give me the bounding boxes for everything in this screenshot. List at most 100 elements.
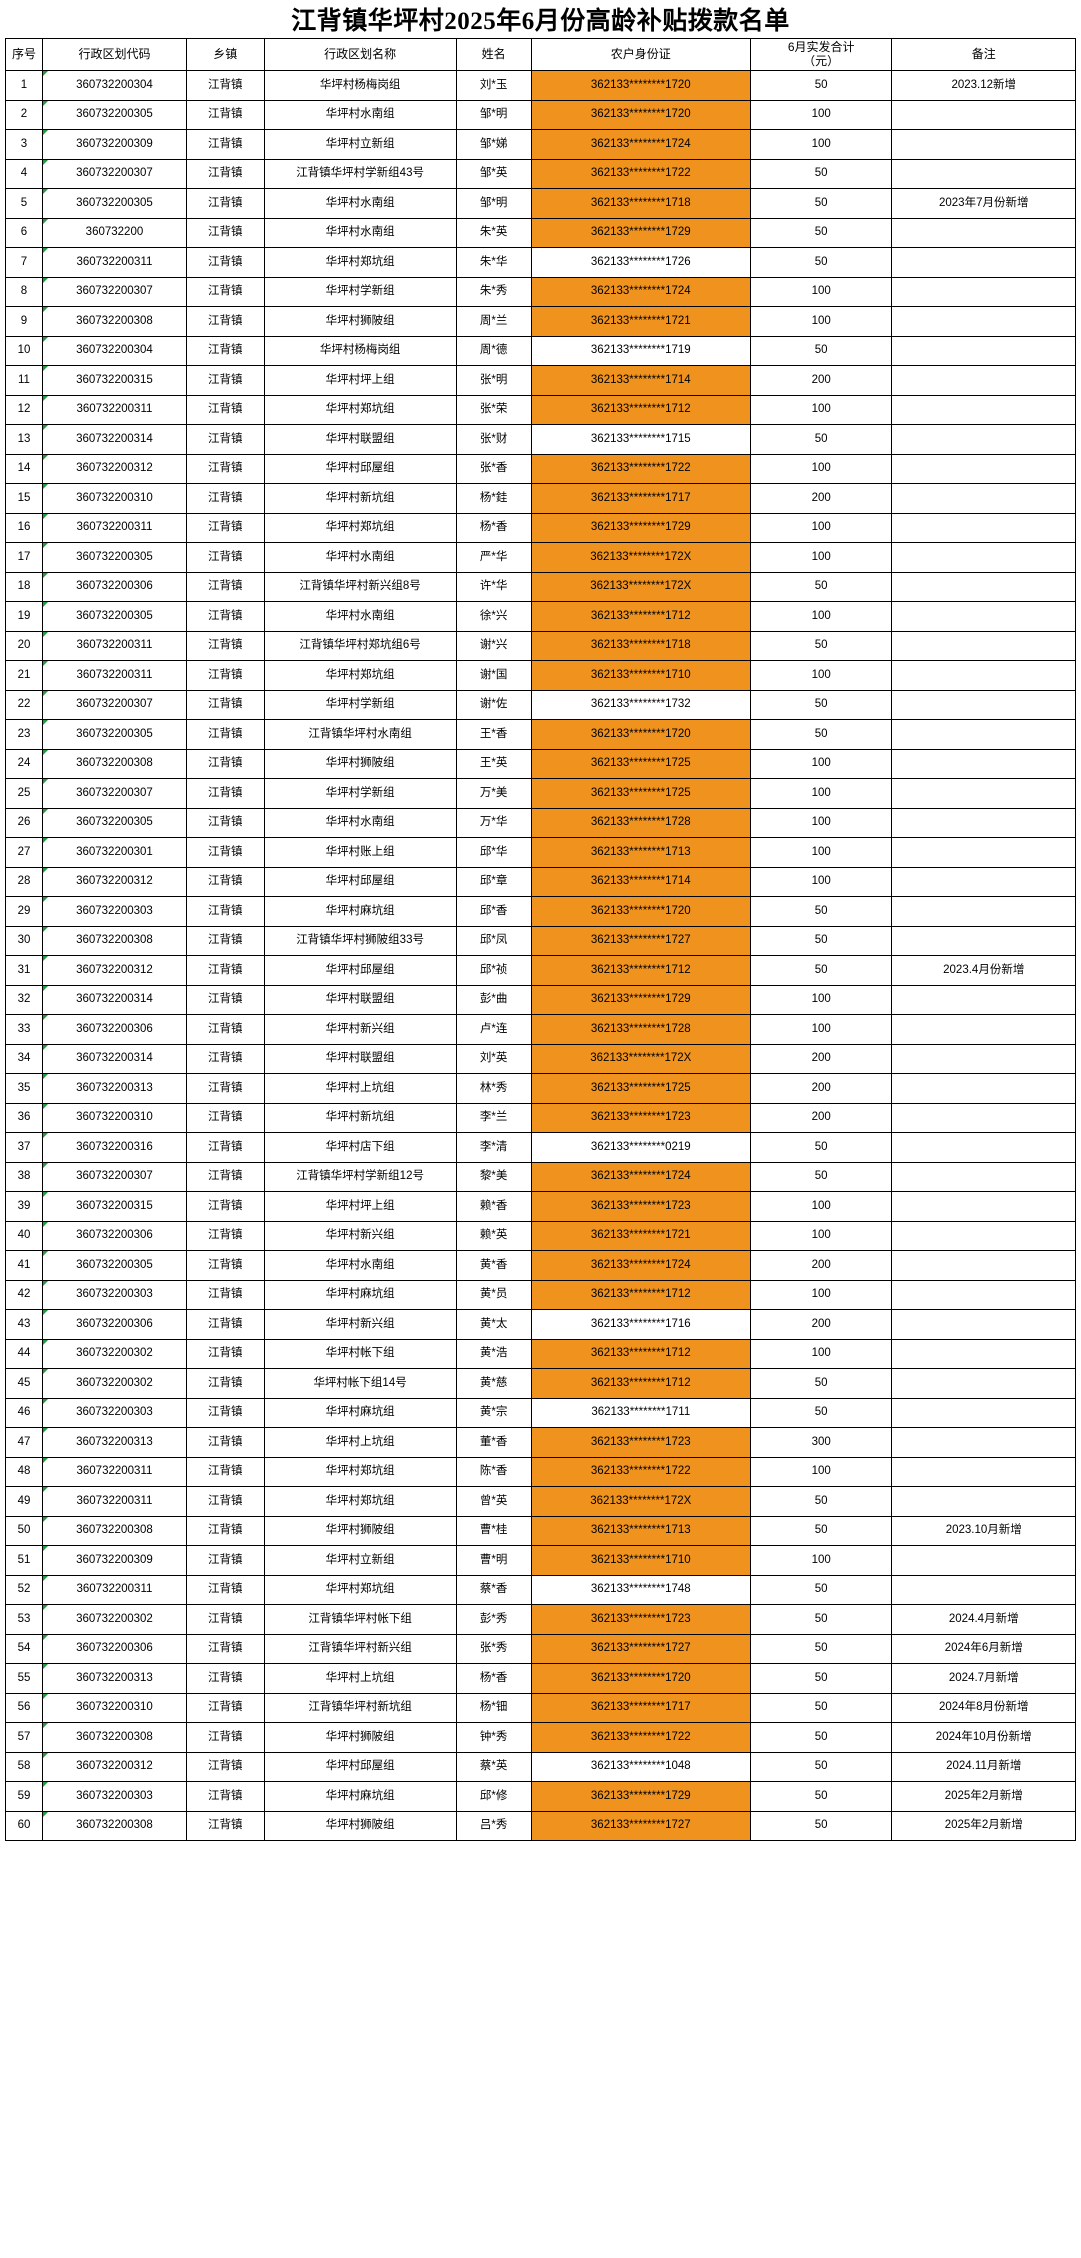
cell-division-name: 华坪村邱屋组 bbox=[263, 866, 457, 897]
cell-division-name: 华坪村账上组 bbox=[263, 837, 457, 868]
cell-person-name: 黄*太 bbox=[455, 1309, 532, 1340]
cell-person-name: 邹*明 bbox=[455, 188, 532, 219]
cell-amount: 50 bbox=[749, 70, 893, 101]
cell-id-number: 362133********1720 bbox=[530, 719, 751, 750]
table-row: 36 360732200310 江背镇 华坪村新坑组 李*兰 362133********… bbox=[5, 1102, 1076, 1133]
cell-division-name: 华坪村水南组 bbox=[263, 188, 457, 219]
cell-person-name: 邹*英 bbox=[455, 158, 532, 189]
cell-error-flag-icon bbox=[43, 159, 48, 165]
cell-note bbox=[891, 925, 1076, 956]
cell-township: 江背镇 bbox=[185, 1515, 265, 1546]
cell-township: 江背镇 bbox=[185, 453, 265, 484]
cell-division-code: 360732200301 bbox=[41, 837, 187, 868]
cell-division-code: 360732200302 bbox=[41, 1604, 187, 1635]
cell-note bbox=[891, 896, 1076, 927]
cell-person-name: 万*华 bbox=[455, 807, 532, 838]
cell-township: 江背镇 bbox=[185, 394, 265, 425]
cell-error-flag-icon bbox=[43, 1339, 48, 1345]
header-row: 序号 行政区划代码 乡镇 行政区划名称 姓名 农户身份证 6月实发合计 （元） … bbox=[5, 38, 1076, 71]
cell-division-name: 华坪村麻坑组 bbox=[263, 1781, 457, 1812]
cell-township: 江背镇 bbox=[185, 1456, 265, 1487]
cell-error-flag-icon bbox=[43, 1133, 48, 1138]
cell-township: 江背镇 bbox=[185, 748, 265, 779]
cell-division-name: 华坪村上坑组 bbox=[263, 1427, 457, 1458]
cell-amount: 200 bbox=[749, 1102, 893, 1133]
column-header-amount: 6月实发合计 （元） bbox=[749, 38, 893, 71]
table-row: 57 360732200308 江背镇 华坪村狮陂组 钟*秀 362133********… bbox=[5, 1722, 1076, 1753]
cell-township: 江背镇 bbox=[185, 1722, 265, 1753]
cell-person-name: 王*香 bbox=[455, 719, 532, 750]
cell-division-code: 360732200311 bbox=[41, 394, 187, 425]
cell-sequence: 30 bbox=[5, 925, 43, 956]
cell-amount: 50 bbox=[749, 1161, 893, 1192]
cell-error-flag-icon bbox=[43, 307, 48, 312]
cell-division-code: 360732200303 bbox=[41, 1397, 187, 1428]
cell-division-name: 江背镇华坪村狮陂组33号 bbox=[263, 925, 457, 956]
cell-amount: 50 bbox=[749, 1574, 893, 1605]
cell-note bbox=[891, 1574, 1076, 1605]
cell-id-number: 362133********1724 bbox=[530, 1250, 751, 1281]
cell-township: 江背镇 bbox=[185, 1161, 265, 1192]
cell-sequence: 46 bbox=[5, 1397, 43, 1428]
cell-amount: 100 bbox=[749, 778, 893, 809]
cell-id-number: 362133********1720 bbox=[530, 896, 751, 927]
cell-id-number: 362133********1722 bbox=[530, 453, 751, 484]
cell-amount: 100 bbox=[749, 807, 893, 838]
cell-division-name: 华坪村上坑组 bbox=[263, 1663, 457, 1694]
cell-error-flag-icon bbox=[43, 1546, 48, 1551]
cell-sequence: 59 bbox=[5, 1781, 43, 1812]
cell-id-number: 362133********1748 bbox=[530, 1574, 751, 1605]
column-header-id: 农户身份证 bbox=[530, 38, 751, 71]
cell-error-flag-icon bbox=[43, 749, 48, 755]
cell-error-flag-icon bbox=[43, 926, 48, 932]
table-row: 59 360732200303 江背镇 华坪村麻坑组 邱*修 362133********… bbox=[5, 1781, 1076, 1812]
cell-division-name: 华坪村郑坑组 bbox=[263, 660, 457, 691]
cell-division-name: 华坪村水南组 bbox=[263, 217, 457, 248]
cell-person-name: 邱*凤 bbox=[455, 925, 532, 956]
cell-note bbox=[891, 158, 1076, 189]
cell-division-code: 360732200307 bbox=[41, 689, 187, 720]
cell-id-number: 362133********1710 bbox=[530, 1545, 751, 1576]
cell-division-code: 360732200314 bbox=[41, 424, 187, 455]
table-row: 25 360732200307 江背镇 华坪村学新组 万*美 362133********… bbox=[5, 778, 1076, 809]
cell-division-name: 华坪村狮陂组 bbox=[263, 1810, 457, 1841]
cell-error-flag-icon bbox=[43, 1280, 48, 1286]
cell-note bbox=[891, 512, 1076, 543]
cell-township: 江背镇 bbox=[185, 689, 265, 720]
cell-township: 江背镇 bbox=[185, 217, 265, 248]
cell-error-flag-icon bbox=[43, 838, 48, 843]
cell-person-name: 李*兰 bbox=[455, 1102, 532, 1133]
cell-note bbox=[891, 394, 1076, 425]
cell-amount: 50 bbox=[749, 217, 893, 248]
cell-error-flag-icon bbox=[43, 336, 48, 342]
cell-person-name: 邱*祯 bbox=[455, 955, 532, 986]
cell-error-flag-icon bbox=[43, 1192, 48, 1197]
cell-division-code: 360732200306 bbox=[41, 1633, 187, 1664]
cell-sequence: 58 bbox=[5, 1751, 43, 1782]
cell-id-number: 362133********1722 bbox=[530, 158, 751, 189]
table-row: 60 360732200308 江背镇 华坪村狮陂组 吕*秀 362133********… bbox=[5, 1810, 1076, 1841]
table-row: 44 360732200302 江背镇 华坪村帐下组 黄*浩 362133********… bbox=[5, 1338, 1076, 1369]
cell-error-flag-icon bbox=[43, 484, 48, 489]
cell-sequence: 29 bbox=[5, 896, 43, 927]
table-row: 12 360732200311 江背镇 华坪村郑坑组 张*荣 362133********… bbox=[5, 394, 1076, 425]
cell-id-number: 362133********1729 bbox=[530, 217, 751, 248]
cell-division-code: 360732200312 bbox=[41, 866, 187, 897]
cell-amount: 50 bbox=[749, 689, 893, 720]
table-row: 20 360732200311 江背镇 江背镇华坪村郑坑组6号 谢*兴 362133***… bbox=[5, 630, 1076, 661]
cell-township: 江背镇 bbox=[185, 1279, 265, 1310]
cell-division-name: 华坪村店下组 bbox=[263, 1132, 457, 1163]
cell-division-code: 360732200313 bbox=[41, 1073, 187, 1104]
table-row: 52 360732200311 江背镇 华坪村郑坑组 蔡*香 362133********… bbox=[5, 1574, 1076, 1605]
cell-id-number: 362133********1727 bbox=[530, 925, 751, 956]
cell-division-code: 360732200306 bbox=[41, 1309, 187, 1340]
table-row: 13 360732200314 江背镇 华坪村联盟组 张*财 362133********… bbox=[5, 424, 1076, 455]
cell-township: 江背镇 bbox=[185, 424, 265, 455]
cell-amount: 200 bbox=[749, 365, 893, 396]
cell-sequence: 45 bbox=[5, 1368, 43, 1399]
cell-township: 江背镇 bbox=[185, 306, 265, 337]
cell-sequence: 40 bbox=[5, 1220, 43, 1251]
cell-division-name: 华坪村杨梅岗组 bbox=[263, 70, 457, 101]
cell-person-name: 蔡*香 bbox=[455, 1574, 532, 1605]
cell-amount: 100 bbox=[749, 512, 893, 543]
